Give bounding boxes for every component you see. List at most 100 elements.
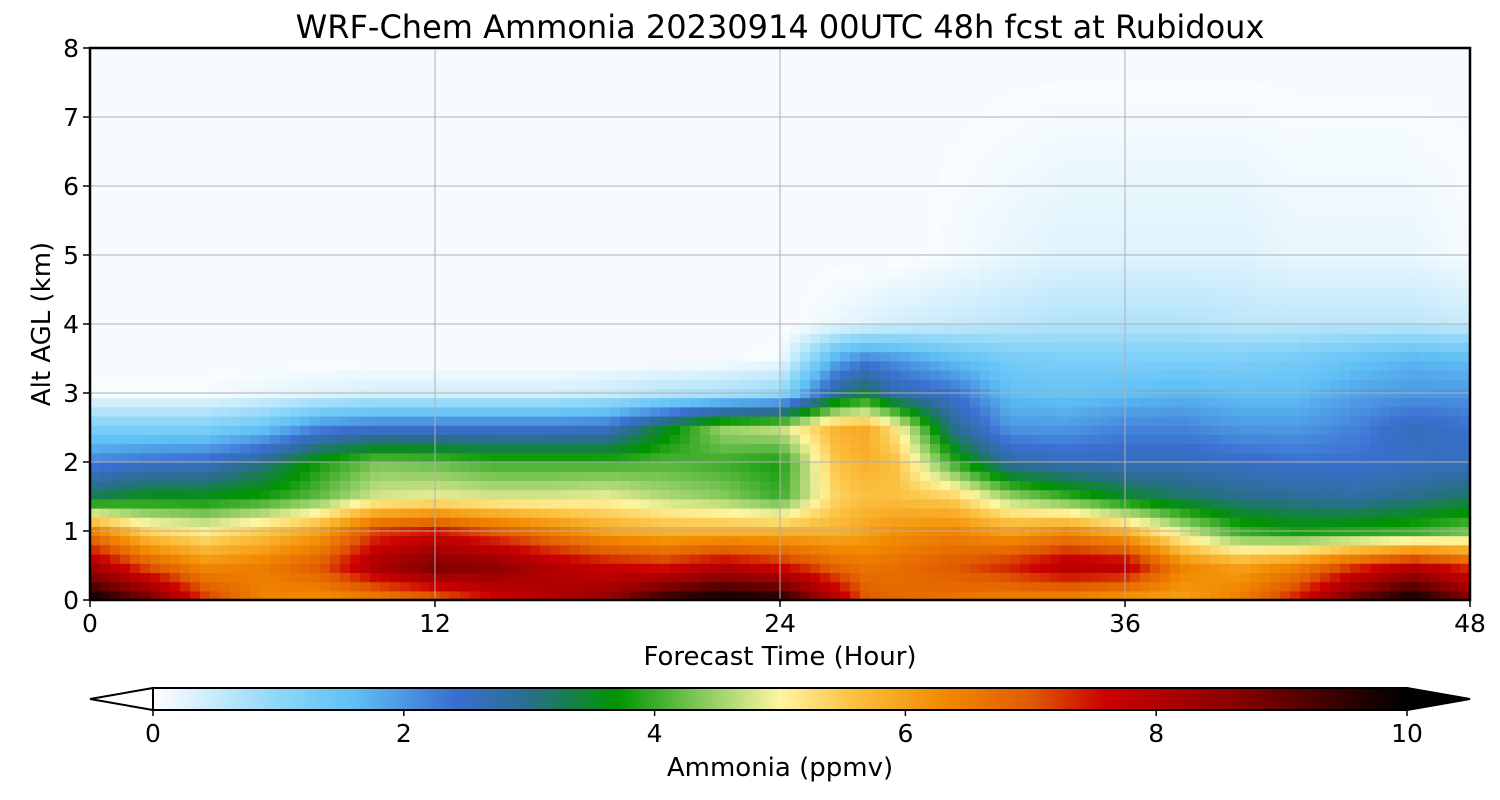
heatmap-cell: [1040, 103, 1051, 113]
heatmap-cell: [760, 416, 771, 426]
heatmap-cell: [810, 406, 821, 417]
heatmap-cell: [110, 443, 121, 454]
heatmap-cell: [1130, 186, 1141, 196]
heatmap-cell: [780, 425, 791, 435]
heatmap-cell: [790, 452, 801, 463]
heatmap-cell: [900, 324, 911, 334]
heatmap-cell: [1250, 498, 1261, 509]
heatmap-cell: [270, 379, 281, 389]
heatmap-cell: [1370, 452, 1381, 463]
heatmap-cell: [1280, 121, 1291, 132]
heatmap-cell: [1100, 370, 1111, 380]
heatmap-cell: [970, 397, 981, 408]
heatmap-cell: [470, 406, 481, 417]
heatmap-cell: [1000, 406, 1011, 417]
heatmap-cell: [1410, 462, 1421, 472]
heatmap-cell: [1250, 480, 1261, 491]
heatmap-cell: [560, 434, 571, 445]
heatmap-cell: [1240, 572, 1251, 583]
heatmap-cell: [670, 471, 681, 481]
heatmap-cell: [100, 416, 111, 426]
heatmap-cell: [1360, 462, 1371, 472]
heatmap-cell: [790, 581, 801, 592]
heatmap-cell: [440, 572, 451, 583]
heatmap-cell: [940, 268, 951, 279]
heatmap-cell: [960, 572, 971, 583]
heatmap-cell: [140, 379, 151, 389]
heatmap-cell: [1140, 452, 1151, 463]
heatmap-cell: [160, 554, 171, 564]
heatmap-cell: [220, 406, 231, 417]
heatmap-cell: [1370, 563, 1381, 573]
heatmap-cell: [820, 462, 831, 472]
heatmap-cell: [1400, 581, 1411, 592]
heatmap-cell: [1090, 314, 1101, 325]
heatmap-cell: [830, 314, 841, 325]
heatmap-cell: [1020, 241, 1031, 251]
heatmap-cell: [1060, 416, 1071, 426]
heatmap-cell: [710, 452, 721, 463]
heatmap-cell: [540, 406, 551, 417]
heatmap-cell: [260, 406, 271, 417]
heatmap-cell: [640, 443, 651, 454]
heatmap-cell: [990, 167, 1001, 178]
heatmap-cell: [1030, 535, 1041, 546]
heatmap-cell: [820, 305, 831, 316]
heatmap-cell: [300, 471, 311, 481]
heatmap-cell: [410, 379, 421, 389]
heatmap-cell: [1410, 121, 1421, 132]
heatmap-cell: [440, 471, 451, 481]
heatmap-cell: [190, 554, 201, 564]
heatmap-cell: [90, 406, 101, 417]
heatmap-cell: [910, 259, 921, 270]
heatmap-cell: [810, 544, 821, 555]
heatmap-cell: [780, 535, 791, 546]
heatmap-cell: [300, 480, 311, 491]
heatmap-cell: [1230, 425, 1241, 435]
heatmap-cell: [470, 554, 481, 564]
heatmap-cell: [640, 434, 651, 445]
heatmap-cell: [1040, 498, 1051, 509]
heatmap-cell: [1350, 296, 1361, 307]
heatmap-cell: [1110, 452, 1121, 463]
heatmap-cell: [600, 425, 611, 435]
heatmap-cell: [280, 581, 291, 592]
heatmap-cell: [1370, 443, 1381, 454]
heatmap-cell: [100, 544, 111, 555]
heatmap-cell: [820, 333, 831, 343]
heatmap-cell: [100, 425, 111, 435]
heatmap-cell: [350, 425, 361, 435]
heatmap-cell: [810, 434, 821, 445]
heatmap-cell: [650, 397, 661, 408]
heatmap-cell: [1200, 351, 1211, 362]
heatmap-cell: [1230, 213, 1241, 224]
heatmap-cell: [130, 498, 141, 509]
heatmap-cell: [500, 581, 511, 592]
heatmap-cell: [800, 406, 811, 417]
heatmap-cell: [540, 572, 551, 583]
heatmap-cell: [210, 590, 221, 600]
heatmap-cell: [240, 416, 251, 426]
heatmap-cell: [1290, 121, 1301, 132]
heatmap-cell: [1090, 397, 1101, 408]
heatmap-cell: [550, 563, 561, 573]
heatmap-cell: [1390, 342, 1401, 353]
heatmap-cell: [260, 370, 271, 380]
heatmap-cell: [990, 204, 1001, 215]
heatmap-cell: [1250, 360, 1261, 371]
heatmap-cell: [1410, 241, 1421, 251]
heatmap-cell: [380, 425, 391, 435]
heatmap-cell: [700, 563, 711, 573]
heatmap-cell: [1250, 425, 1261, 435]
heatmap-cell: [130, 452, 141, 463]
heatmap-cell: [1000, 296, 1011, 307]
heatmap-cell: [750, 397, 761, 408]
heatmap-cell: [110, 517, 121, 527]
heatmap-cell: [1390, 480, 1401, 491]
heatmap-cell: [1340, 167, 1351, 178]
heatmap-cell: [1280, 213, 1291, 224]
heatmap-cell: [1040, 489, 1051, 500]
heatmap-cell: [1170, 324, 1181, 334]
heatmap-cell: [120, 471, 131, 481]
heatmap-cell: [350, 370, 361, 380]
